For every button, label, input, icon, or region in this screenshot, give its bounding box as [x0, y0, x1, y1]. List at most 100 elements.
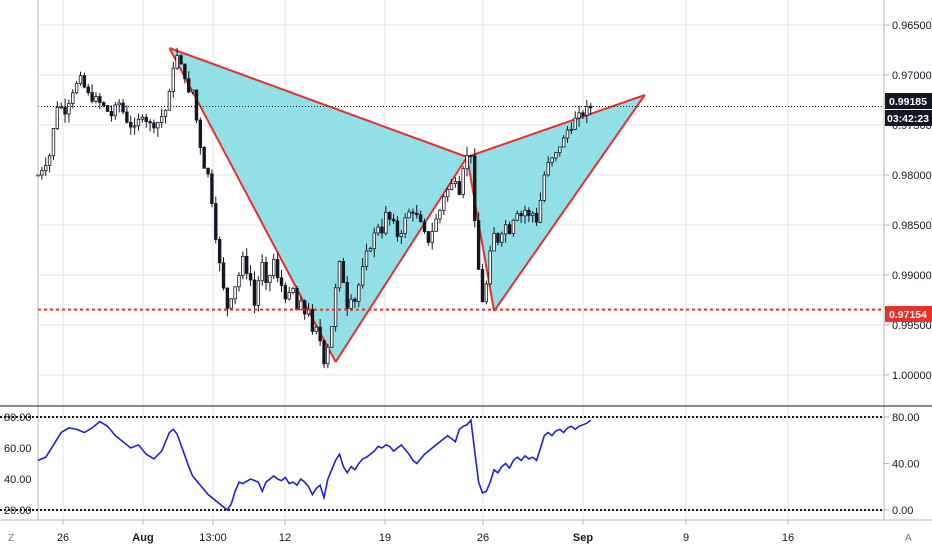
- candle-body: [310, 309, 315, 332]
- corner-label-right[interactable]: A: [905, 533, 912, 544]
- candle-body: [333, 287, 338, 327]
- candle-body: [47, 155, 52, 166]
- price-grid: [38, 0, 884, 520]
- price-tick-label: 0.98500: [892, 220, 932, 232]
- candle-body: [550, 157, 554, 163]
- harmonic-pattern[interactable]: [168, 47, 646, 363]
- candle-body: [225, 287, 230, 309]
- candle-body: [163, 109, 168, 117]
- candle-body: [217, 239, 222, 264]
- rsi-right-axis: 80.00 40.00 0.00: [884, 412, 920, 517]
- pattern-leg-bc[interactable]: [466, 156, 496, 312]
- candle-body: [353, 298, 357, 302]
- candle-body: [581, 112, 585, 116]
- price-tick-label: 1.00000: [892, 370, 932, 382]
- candle-body: [67, 103, 71, 115]
- pattern-triangle-bcd[interactable]: [467, 95, 645, 311]
- time-axis[interactable]: 26 Aug 13:00 12 19 26 Sep 9 16: [57, 520, 794, 544]
- candle-body: [74, 83, 79, 94]
- pattern-leg-cd[interactable]: [493, 94, 646, 312]
- candle-body: [337, 260, 342, 289]
- pattern-leg-bd[interactable]: [466, 94, 646, 158]
- countdown-badge: [885, 110, 932, 126]
- candle-body: [411, 211, 415, 214]
- time-tick-label: 19: [379, 532, 391, 544]
- price-tick-label: 0.97000: [892, 70, 932, 82]
- candle-body: [152, 122, 156, 129]
- candle-body: [527, 209, 531, 216]
- candle-body: [183, 63, 187, 80]
- time-tick-label: Aug: [132, 532, 153, 544]
- candle-body: [221, 262, 226, 289]
- candle-body: [82, 75, 87, 88]
- candle-body: [500, 233, 504, 243]
- candle-body: [388, 211, 392, 220]
- pattern-leg-ab[interactable]: [334, 156, 468, 363]
- candle-body: [94, 96, 98, 102]
- candle-body: [534, 212, 539, 223]
- candle-body: [430, 230, 434, 243]
- candle-body: [71, 92, 75, 104]
- candle-body: [272, 259, 276, 276]
- candle-body: [156, 122, 160, 129]
- candle-body: [105, 105, 110, 112]
- candle-body: [330, 326, 334, 348]
- candle-body: [372, 232, 376, 250]
- candle-body: [241, 255, 245, 276]
- candle-body: [175, 55, 179, 69]
- candle-body: [511, 219, 516, 235]
- candle-body: [194, 89, 199, 121]
- rsi-left-tick-label: 60.00: [4, 443, 32, 455]
- rsi-right-tick-label: 40.00: [892, 459, 920, 471]
- candle-body: [368, 248, 373, 252]
- pattern-leg-xb[interactable]: [169, 47, 468, 158]
- candle-body: [299, 300, 303, 311]
- candle-body: [380, 226, 384, 234]
- candle-body: [144, 116, 148, 122]
- candle-body: [229, 298, 233, 309]
- candle-body: [190, 89, 195, 93]
- candle-body: [86, 86, 90, 93]
- candle-body: [202, 147, 206, 169]
- candle-body: [438, 209, 442, 220]
- candle-body: [63, 106, 67, 115]
- candle-body: [403, 217, 407, 234]
- candle-body: [442, 196, 446, 211]
- time-tick-label: 26: [477, 532, 489, 544]
- corner-label-left[interactable]: Z: [8, 533, 14, 544]
- candle-body: [302, 300, 307, 315]
- candlestick-series: [36, 47, 593, 369]
- candle-body: [248, 273, 253, 281]
- current-price-label: 0.99185: [889, 96, 927, 108]
- candle-body: [283, 285, 288, 300]
- candle-body: [287, 292, 291, 300]
- rsi-right-tick-label: 0.00: [892, 505, 913, 517]
- candle-body: [44, 165, 48, 172]
- candle-body: [565, 129, 570, 139]
- candle-body: [206, 167, 210, 175]
- candle-body: [40, 170, 44, 176]
- candle-body: [345, 282, 349, 309]
- price-tick-label: 0.96500: [892, 20, 932, 32]
- candle-body: [268, 275, 272, 283]
- candle-body: [546, 162, 550, 176]
- candle-body: [407, 211, 411, 219]
- pattern-triangle-xab[interactable]: [169, 48, 468, 362]
- candle-body: [322, 340, 326, 365]
- candle-body: [569, 128, 574, 131]
- candle-body: [488, 250, 492, 285]
- rsi-left-tick-label: 20.00: [4, 505, 32, 517]
- candle-body: [473, 155, 477, 221]
- candle-body: [318, 326, 322, 342]
- candle-body: [415, 212, 419, 216]
- candle-body: [384, 211, 388, 234]
- candle-body: [260, 262, 264, 282]
- candle-body: [98, 96, 102, 103]
- candle-body: [357, 284, 361, 302]
- candle-body: [245, 255, 249, 274]
- time-tick-label: 12: [279, 532, 291, 544]
- candle-body: [279, 277, 284, 286]
- candle-body: [113, 104, 117, 117]
